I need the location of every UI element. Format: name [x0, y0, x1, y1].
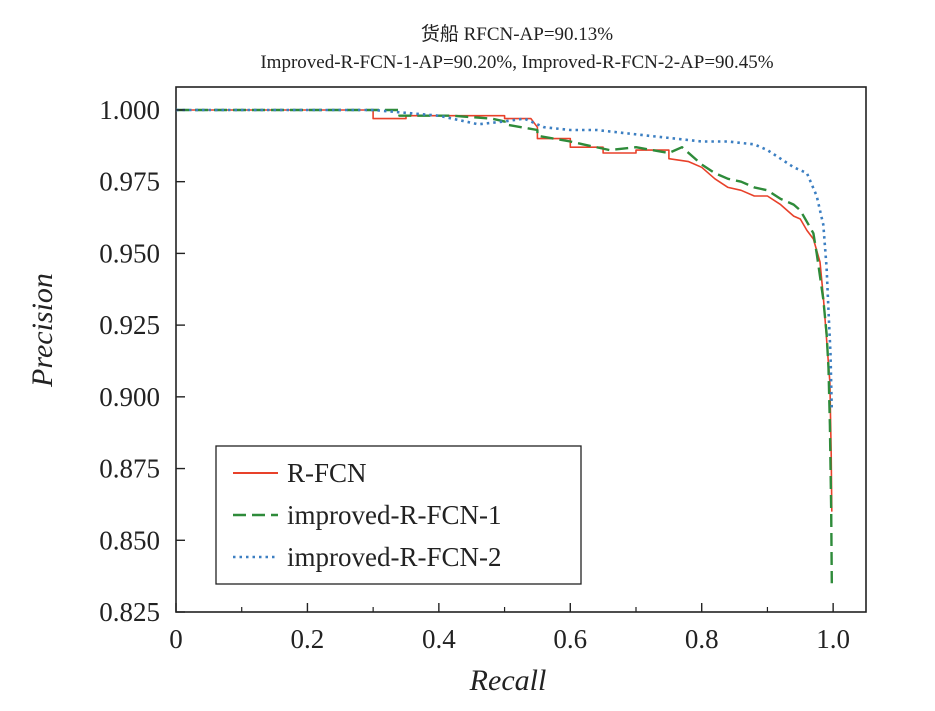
legend: R-FCN improved-R-FCN-1 improved-R-FCN-2 — [215, 445, 582, 585]
y-tick-label: 0.825 — [99, 597, 160, 627]
tick-layer: 0 0.2 0.4 0.6 0.8 1.0 0.825 0.850 0.875 0.900 0.92… — [99, 95, 850, 654]
legend-label-improved-r-fcn-1: improved-R-FCN-1 — [287, 500, 501, 530]
x-axis-label: Recall — [469, 664, 547, 697]
series-line-improved-r-fcn-1 — [176, 108, 833, 584]
y-tick-label: 0.875 — [99, 454, 160, 484]
y-tick-label: 0.900 — [99, 382, 160, 412]
plot-frame — [175, 86, 867, 613]
y-tick-label: 0.925 — [99, 310, 160, 340]
legend-label-r-fcn: R-FCN — [287, 458, 367, 488]
y-axis-label: Precision — [26, 273, 59, 388]
x-tick-label: 0.2 — [291, 624, 325, 654]
series-layer — [176, 108, 834, 584]
series-line-improved-r-fcn-2 — [176, 108, 834, 412]
x-tick-label: 0.8 — [685, 624, 719, 654]
x-tick-label: 0.6 — [553, 624, 587, 654]
y-tick-label: 1.000 — [99, 95, 160, 125]
chart-subtitle: Improved-R-FCN-1-AP=90.20%, Improved-R-F… — [260, 52, 773, 73]
y-tick-label: 0.950 — [99, 238, 160, 268]
y-tick-label: 0.850 — [99, 525, 160, 555]
x-tick-label: 0.4 — [422, 624, 456, 654]
x-tick-label: 0 — [169, 624, 183, 654]
y-tick-label: 0.975 — [99, 167, 160, 197]
legend-label-improved-r-fcn-2: improved-R-FCN-2 — [287, 542, 501, 572]
x-tick-label: 1.0 — [816, 624, 850, 654]
series-line-r-fcn — [176, 109, 833, 512]
chart-title: 货船 RFCN-AP=90.13% — [421, 23, 613, 45]
